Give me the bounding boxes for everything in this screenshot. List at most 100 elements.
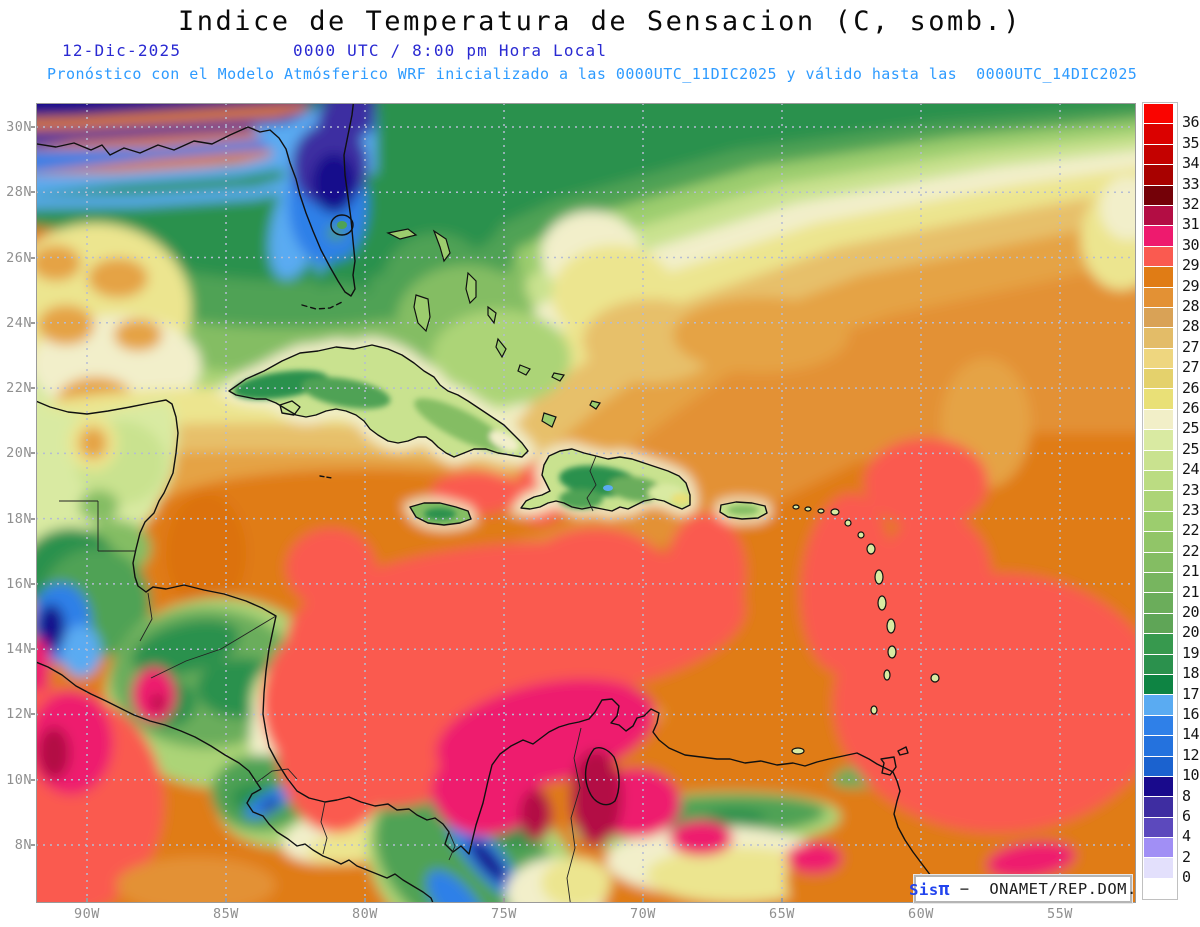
colorbar-label: 30.7 <box>1182 235 1200 254</box>
colorbar-cell <box>1144 715 1173 737</box>
colorbar-label: 23 <box>1182 501 1200 519</box>
colorbar-label: 26 <box>1182 399 1200 417</box>
colorbar-label: 32 <box>1182 195 1200 213</box>
lat-tick-mark <box>31 713 35 716</box>
colorbar-cell <box>1144 328 1173 349</box>
lat-tick-label: 22N <box>6 380 32 397</box>
colorbar-label: 19 <box>1182 643 1200 662</box>
colorbar-cell <box>1144 226 1173 247</box>
colorbar-cell <box>1144 267 1173 288</box>
lon-tick-label: 85W <box>213 906 239 922</box>
lat-tick-label: 26N <box>6 249 32 266</box>
colorbar-cell <box>1144 878 1173 899</box>
colorbar-cell <box>1144 430 1173 451</box>
colorbar-label: 34 <box>1182 154 1200 173</box>
colorbar-cell <box>1144 104 1173 125</box>
attribution-org: − ONAMET/REP.DOM. <box>950 880 1137 898</box>
colorbar-label: 18 <box>1182 664 1200 683</box>
colorbar-label: 21.5 <box>1182 562 1200 581</box>
colorbar-cell <box>1144 736 1173 757</box>
attribution-box: Sisπ − ONAMET/REP.DOM. <box>909 875 1136 903</box>
colorbar-label: 10 <box>1182 766 1200 785</box>
colorbar-label: 29.7 <box>1182 256 1200 275</box>
colorbar-cell <box>1144 634 1173 655</box>
lat-tick-label: 12N <box>6 706 32 723</box>
colorbar-cell <box>1144 246 1173 268</box>
lat-tick-mark <box>31 387 35 390</box>
colorbar-cell <box>1144 817 1173 839</box>
lat-tick-label: 28N <box>6 184 32 201</box>
colorbar-label: 22.5 <box>1182 521 1200 540</box>
colorbar-cell <box>1144 776 1173 798</box>
colorbar-cell <box>1144 348 1173 370</box>
colorbar-cell <box>1144 491 1173 512</box>
lat-tick-label: 8N <box>14 836 32 853</box>
forecast-map-canvas <box>36 103 1136 903</box>
country-borders <box>59 455 597 903</box>
colorbar-cell <box>1144 552 1173 573</box>
lon-tick-mark <box>642 898 644 902</box>
valid-time-label: 0000 UTC / 8:00 pm Hora Local <box>293 41 608 60</box>
small-islands <box>337 221 940 755</box>
colorbar-label: 33 <box>1182 174 1200 193</box>
colorbar-label: 12 <box>1182 745 1200 764</box>
colorbar-cell <box>1144 674 1173 696</box>
colorbar-cell <box>1144 572 1173 594</box>
colorbar-cell <box>1144 124 1173 145</box>
island-interiors <box>233 370 759 520</box>
colorbar-label: 23.5 <box>1182 480 1200 499</box>
colorbar-cell <box>1144 858 1173 879</box>
colorbar-cell <box>1144 307 1173 329</box>
page-title: Indice de Temperatura de Sensacion (C, s… <box>178 6 1022 37</box>
lon-tick-mark <box>503 898 505 902</box>
lat-tick-mark <box>31 191 35 194</box>
sispi-brand: Sisπ <box>909 878 951 900</box>
colorbar-cell <box>1144 756 1173 777</box>
colorbar-cell <box>1144 409 1173 431</box>
lon-tick-label: 75W <box>491 906 517 922</box>
lat-tick-label: 10N <box>6 771 32 788</box>
colorbar-label: 35 <box>1182 133 1200 152</box>
lon-tick-label: 60W <box>908 906 934 922</box>
colorbar-label: 17 <box>1182 684 1200 703</box>
colorbar-cell <box>1144 389 1173 410</box>
lat-tick-label: 24N <box>6 314 32 331</box>
lat-tick-mark <box>31 256 35 259</box>
colorbar-cell <box>1144 287 1173 308</box>
colorbar-cell <box>1144 471 1173 492</box>
lat-tick-label: 18N <box>6 510 32 527</box>
lat-tick-mark <box>31 648 35 651</box>
colorbar-label: 16 <box>1182 705 1200 723</box>
colorbar-cell <box>1144 185 1173 206</box>
lon-tick-label: 80W <box>352 906 378 922</box>
colorbar-cell <box>1144 613 1173 635</box>
colorbar-cell <box>1144 369 1173 390</box>
colorbar-cell <box>1144 695 1173 716</box>
colorbar-label: 36 <box>1182 113 1200 132</box>
lat-tick-mark <box>31 582 35 585</box>
colorbar-label: 25.5 <box>1182 419 1200 438</box>
map-frame <box>36 103 1136 903</box>
colorbar-label: 24 <box>1182 460 1200 479</box>
lon-tick-mark <box>225 898 227 902</box>
colorbar-cell <box>1144 593 1173 614</box>
lat-tick-mark <box>31 778 35 781</box>
map-area <box>36 103 1136 903</box>
colorbar-cell <box>1144 511 1173 533</box>
colorbar-cell <box>1144 797 1173 818</box>
lon-tick-mark <box>781 898 783 902</box>
lon-tick-mark <box>86 898 88 902</box>
lat-tick-label: 30N <box>6 119 32 135</box>
colorbar-label: 28 <box>1182 317 1200 336</box>
lat-tick-label: 20N <box>6 445 32 462</box>
colorbar-label: 25 <box>1182 439 1200 458</box>
colorbar-label: 31.5 <box>1182 215 1200 234</box>
colorbar-label: 20.5 <box>1182 603 1200 621</box>
colorbar <box>1142 102 1178 901</box>
colorbar-label: 21 <box>1182 582 1200 601</box>
lat-tick-label: 14N <box>6 641 32 658</box>
lat-tick-label: 16N <box>6 575 32 592</box>
lon-tick-mark <box>364 898 366 902</box>
colorbar-cells <box>1144 104 1176 899</box>
